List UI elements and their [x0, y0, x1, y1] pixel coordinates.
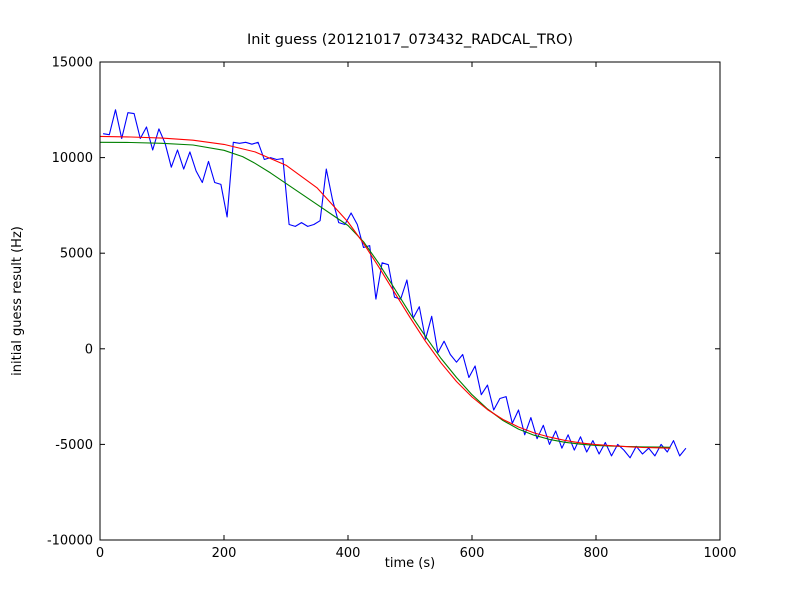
y-tick-label: -10000	[47, 534, 93, 549]
x-tick-label: 200	[212, 546, 237, 561]
x-tick-label: 400	[336, 546, 361, 561]
x-tick-label: 600	[460, 546, 485, 561]
y-tick-label: -5000	[55, 438, 93, 453]
y-tick-label: 15000	[52, 56, 93, 71]
plot-frame	[99, 61, 721, 541]
y-axis-label: initial guess result (Hz)	[10, 226, 25, 376]
y-tick-label: 0	[85, 342, 93, 357]
x-tick-label: 800	[584, 546, 609, 561]
series-initial-guess-data	[103, 109, 687, 459]
series-fit-red	[99, 135, 671, 449]
series-fit-green	[99, 141, 671, 448]
chart-title: Init guess (20121017_073432_RADCAL_TRO)	[246, 32, 574, 48]
y-tick-label: 10000	[52, 151, 93, 166]
x-tick-label: 0	[96, 546, 104, 561]
y-tick-label: 5000	[60, 247, 93, 262]
x-axis-label: time (s)	[384, 556, 436, 571]
x-tick-label: 1000	[703, 546, 736, 561]
